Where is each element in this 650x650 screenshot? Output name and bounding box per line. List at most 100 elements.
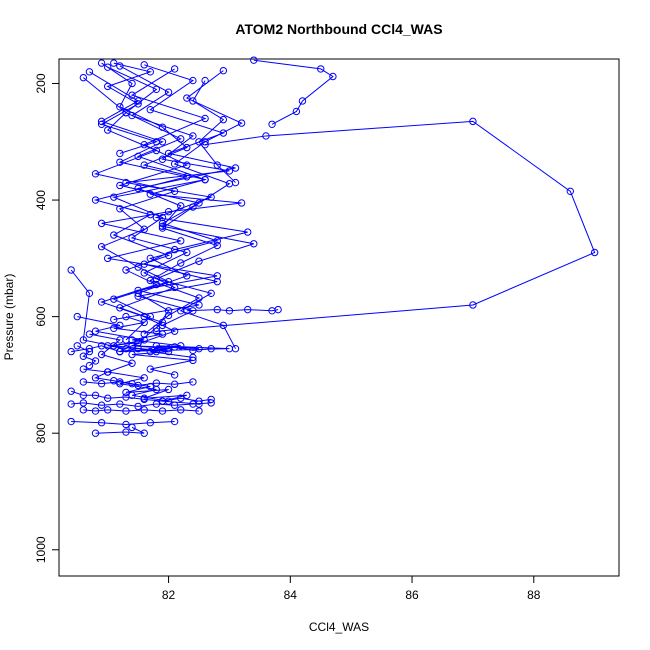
data-point [469,117,477,126]
data-point [195,199,203,207]
data-point [134,289,142,298]
data-point [213,277,221,286]
data-point [244,228,252,236]
data-point [140,318,148,327]
series-9 [140,66,246,338]
data-point [170,65,179,73]
data-point [110,324,118,332]
data-point [317,65,325,73]
data-point [91,407,100,415]
data-point [122,388,130,397]
series-20 [67,417,179,429]
data-point [183,272,191,280]
data-point [97,120,106,128]
data-point [158,407,167,415]
series-4 [85,68,191,350]
data-point [116,103,124,111]
data-point [189,353,197,362]
data-point [250,240,258,248]
data-point [104,406,112,414]
data-point [164,385,173,394]
data-point [292,107,301,116]
data-point [91,374,100,382]
data-point [128,423,136,432]
data-point [140,260,148,268]
data-point [85,289,94,298]
data-point [140,225,148,233]
series-line [143,70,243,335]
chart-title: ATOM2 Northbound CCl4_WAS [235,21,442,37]
series-line [136,64,254,349]
data-point [97,419,106,427]
series-line [117,68,220,329]
data-point [158,155,167,163]
data-point [79,406,88,414]
data-point [140,336,148,344]
data-point [170,417,179,426]
data-point [128,350,136,359]
data-point [207,344,215,353]
series-line [101,62,242,321]
data-point [170,187,179,196]
data-point [219,66,228,75]
data-point [170,401,179,409]
data-point [177,342,185,350]
data-point [189,132,197,140]
data-point [97,242,106,251]
data-point [128,359,136,367]
series-line [95,426,145,434]
series-25 [189,76,240,187]
series-line [83,381,193,386]
data-point [274,305,282,314]
data-point [189,346,197,355]
data-point [97,219,106,228]
series-16 [67,387,215,405]
data-point [225,167,234,175]
data-point [158,219,167,228]
y-tick-label: 400 [34,190,48,210]
data-point [177,259,185,267]
data-point [122,393,130,401]
series-0 [250,56,337,128]
data-point [128,336,136,344]
data-point [201,76,209,85]
series-line [89,333,169,402]
data-point [164,88,173,96]
series-7 [116,65,221,332]
data-point [97,350,106,359]
x-tick-label: 88 [527,588,541,602]
data-point [195,138,203,146]
series-line [71,345,212,353]
data-point [79,352,88,360]
series-line [71,421,175,425]
series-layer [67,56,599,437]
data-point [85,68,94,76]
data-point [152,138,161,146]
data-point [73,342,81,350]
data-point [110,295,118,303]
data-point [158,213,167,222]
data-point [140,406,148,414]
data-point [67,266,75,274]
data-point [97,401,106,409]
data-point [91,357,100,365]
data-point [183,391,191,400]
data-point [213,272,221,280]
data-point [189,97,197,105]
data-point [170,160,179,168]
data-point [116,62,124,70]
data-point [164,311,173,320]
data-point [140,429,148,437]
data-point [134,339,142,347]
data-point [250,56,258,64]
data-point [177,406,185,414]
data-point [219,321,228,330]
data-point [140,395,148,404]
data-point [262,132,270,140]
data-point [189,203,197,211]
data-point [152,85,161,94]
data-point [146,254,155,263]
series-1 [152,117,599,335]
data-point [122,266,130,274]
y-tick-label: 200 [34,73,48,93]
